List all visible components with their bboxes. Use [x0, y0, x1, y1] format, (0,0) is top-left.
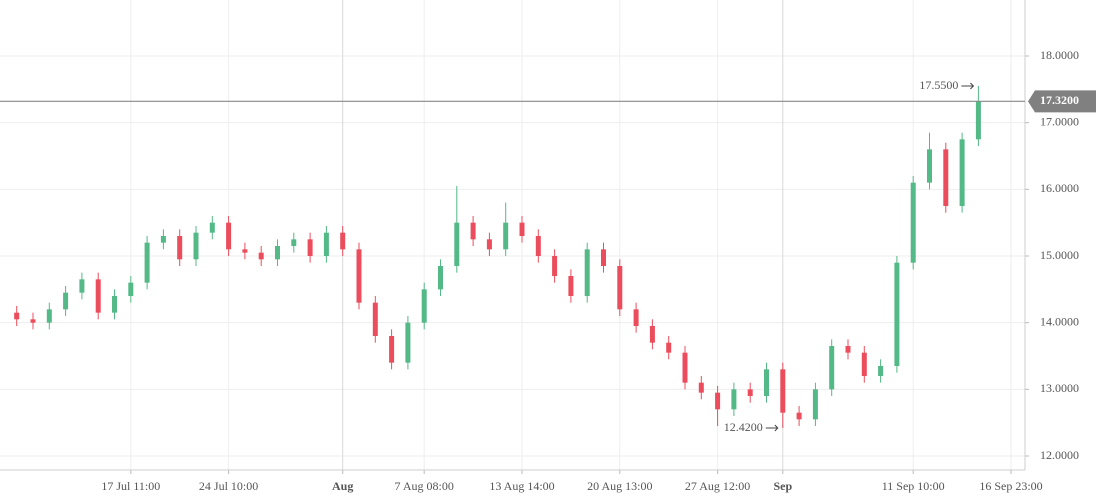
candle-body — [209, 222, 215, 233]
y-tick-label: 13.0000 — [1040, 381, 1079, 395]
candle-body — [943, 149, 949, 206]
candle-body — [601, 249, 606, 266]
y-tick-label: 16.0000 — [1040, 181, 1079, 195]
x-tick-label: 24 Jul 10:00 — [199, 479, 258, 493]
candle-body — [112, 296, 117, 313]
candle-body — [79, 279, 85, 293]
candle-body — [307, 239, 313, 256]
candle-body — [715, 392, 721, 410]
annotation-arrowhead — [970, 82, 975, 90]
x-tick-label: Aug — [332, 479, 353, 493]
x-tick-label: 7 Aug 08:00 — [395, 479, 454, 493]
annotation-arrowhead — [774, 424, 779, 432]
candle-body — [389, 336, 395, 363]
candle-body — [323, 232, 329, 256]
y-tick-label: 14.0000 — [1040, 314, 1079, 328]
candle-body — [438, 266, 443, 290]
candle-body — [14, 312, 20, 320]
y-tick-label: 17.0000 — [1040, 114, 1079, 128]
candle-body — [535, 236, 541, 256]
candle-body — [258, 252, 264, 260]
candle-body — [242, 249, 248, 253]
last-price-label: 17.3200 — [1040, 93, 1079, 107]
candle-body — [552, 256, 558, 276]
candle-body — [193, 232, 199, 260]
candle-body — [340, 232, 346, 250]
y-tick-label: 18.0000 — [1040, 48, 1079, 62]
candle-body — [144, 242, 150, 283]
candle-body — [617, 266, 623, 310]
candle-body — [975, 101, 981, 140]
candle-body — [666, 342, 672, 353]
candle-body — [291, 239, 297, 246]
candle-body — [519, 222, 525, 236]
candle-body — [486, 239, 492, 250]
candle-body — [649, 326, 655, 343]
x-tick-label: 17 Jul 11:00 — [101, 479, 160, 493]
candle-body — [470, 222, 476, 240]
y-tick-label: 15.0000 — [1040, 248, 1079, 262]
candle-body — [177, 236, 183, 260]
candle-body — [421, 289, 427, 323]
candle-body — [584, 249, 590, 296]
candle-body — [454, 222, 460, 266]
candle-body — [372, 302, 378, 336]
candle-body — [878, 366, 884, 376]
candle-body — [46, 309, 52, 323]
candle-body — [633, 309, 639, 326]
x-tick-label: 11 Sep 10:00 — [882, 479, 945, 493]
y-tick-label: 12.0000 — [1040, 448, 1079, 462]
candle-body — [812, 389, 818, 420]
candle-body — [503, 222, 509, 250]
candle-body — [128, 282, 134, 296]
candle-body — [829, 346, 835, 390]
candle-body — [764, 369, 769, 396]
x-tick-label: 27 Aug 12:00 — [685, 479, 750, 493]
candle-body — [95, 279, 101, 313]
candle-body — [845, 346, 851, 353]
candle-body — [959, 139, 965, 206]
x-tick-label: 16 Sep 23:00 — [979, 479, 1042, 493]
candle-body — [30, 319, 36, 323]
candle-body — [796, 412, 802, 420]
candle-body — [698, 382, 704, 393]
last-price-box — [1028, 90, 1096, 113]
candle-body — [731, 389, 737, 410]
candle-body — [356, 249, 362, 303]
x-tick-label: 13 Aug 14:00 — [489, 479, 554, 493]
candle-body — [63, 292, 69, 310]
candle-body — [682, 352, 688, 383]
candle-body — [910, 182, 916, 263]
annotation-label: 17.5500 — [919, 78, 958, 92]
candle-body — [405, 322, 411, 363]
candle-body — [226, 222, 232, 250]
candle-body — [861, 352, 867, 376]
candle-body — [275, 246, 280, 260]
candle-body — [780, 369, 786, 413]
candle-body — [927, 149, 932, 183]
candle-body — [568, 276, 574, 296]
x-tick-label: Sep — [773, 479, 792, 493]
annotation-label: 12.4200 — [724, 420, 763, 434]
candle-body — [160, 236, 166, 243]
x-tick-label: 20 Aug 13:00 — [587, 479, 652, 493]
candle-body — [894, 262, 900, 366]
candle-body — [747, 389, 753, 396]
